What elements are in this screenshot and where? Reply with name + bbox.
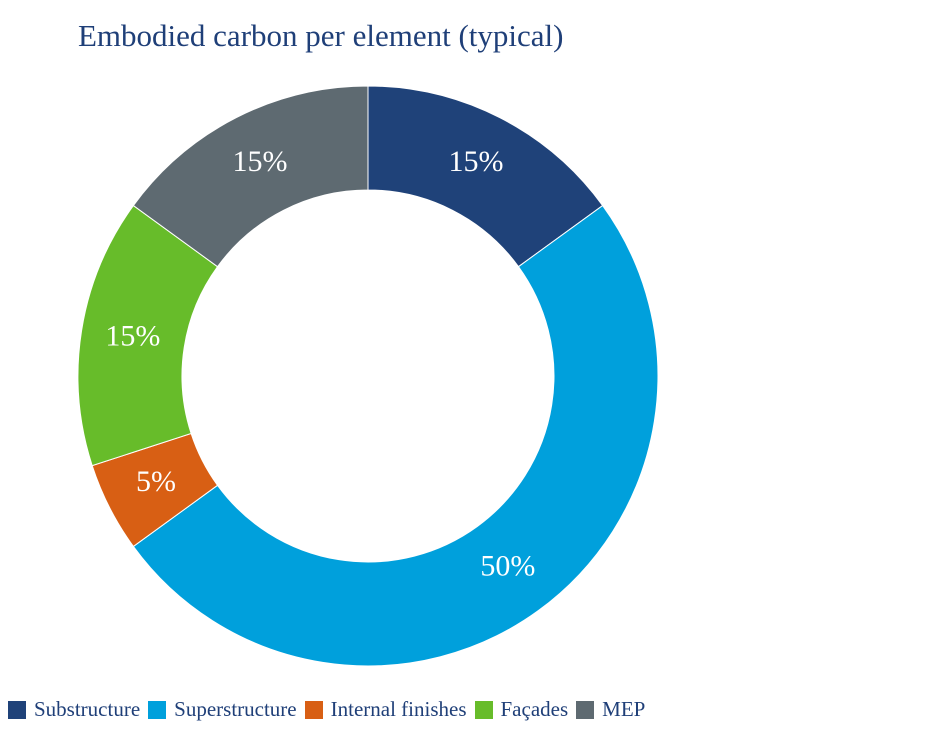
legend-swatch xyxy=(8,700,26,719)
data-label: 15% xyxy=(232,145,287,178)
slice-mep xyxy=(132,85,369,268)
data-label: 15% xyxy=(449,145,504,178)
legend-swatch xyxy=(576,700,595,719)
chart-title: Embodied carbon per element (typical) xyxy=(78,18,564,53)
legend-label: Superstructure xyxy=(174,697,297,721)
legend-label: Substructure xyxy=(34,697,141,721)
legend-item: Façades xyxy=(474,697,569,722)
legend-swatch xyxy=(148,700,167,719)
legend-item: Substructure xyxy=(8,697,140,722)
data-label: 5% xyxy=(136,465,176,498)
legend-label: Façades xyxy=(500,697,569,721)
legend-item: Internal finishes xyxy=(304,697,467,722)
data-label: 50% xyxy=(480,549,535,582)
chart-legend: Substructure Superstructure Internal finis… xyxy=(8,697,653,722)
slice-superstructure xyxy=(132,204,659,667)
legend-label: Internal finishes xyxy=(330,697,467,721)
legend-swatch xyxy=(474,700,493,719)
legend-label: MEP xyxy=(602,697,646,721)
legend-swatch xyxy=(304,700,323,719)
data-label: 15% xyxy=(105,320,160,353)
legend-item: MEP xyxy=(576,697,645,722)
legend-item: Superstructure xyxy=(148,697,297,722)
